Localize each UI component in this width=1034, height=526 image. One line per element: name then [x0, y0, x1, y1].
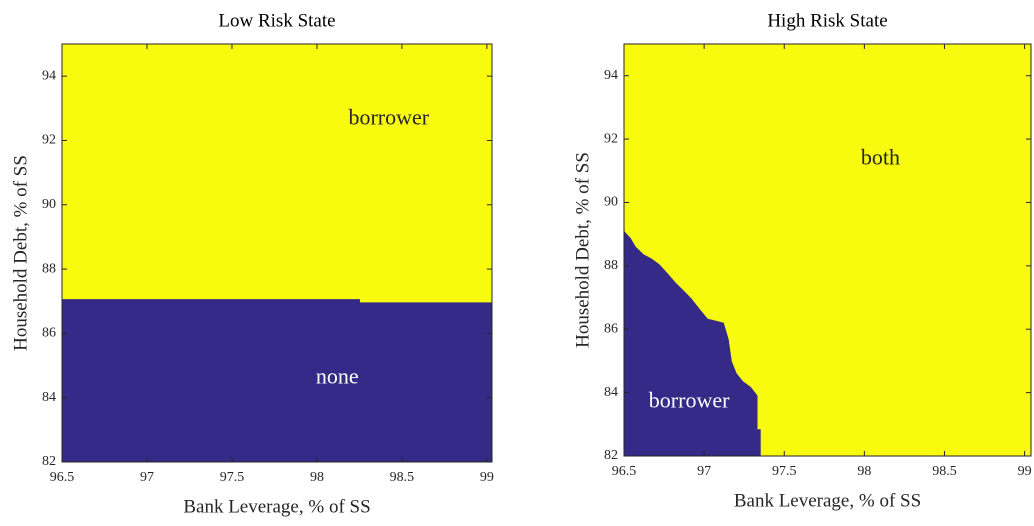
- y-tick-label: 84: [42, 390, 56, 405]
- chart-title: Low Risk State: [218, 10, 335, 31]
- region-label: borrower: [348, 104, 429, 129]
- x-tick-label: 98: [310, 470, 324, 485]
- x-axis-label: Bank Leverage, % of SS: [734, 490, 921, 511]
- x-tick-label: 96.5: [50, 470, 75, 485]
- axes-box: [623, 43, 1032, 457]
- y-tick-label: 90: [604, 195, 618, 210]
- x-tick-label: 96.5: [612, 464, 637, 479]
- y-tick-label: 86: [604, 321, 618, 336]
- region-below: [624, 231, 761, 456]
- x-tick-label: 97: [140, 470, 154, 485]
- y-tick-label: 82: [604, 448, 618, 463]
- x-tick-label: 97.5: [772, 464, 797, 479]
- y-tick-label: 86: [42, 326, 56, 341]
- y-tick-label: 84: [604, 385, 618, 400]
- chart-title: High Risk State: [767, 10, 887, 31]
- panel: 96.5 97 97.5 98 98.5 99 82 84 86 88 90 92 94 Low Risk…: [10, 10, 494, 517]
- y-tick-label: 88: [604, 258, 618, 273]
- y-axis-label: Household Debt, % of SS: [10, 155, 31, 351]
- y-tick-label: 94: [42, 68, 56, 83]
- x-tick-label: 97: [697, 464, 711, 479]
- boundary: [623, 231, 761, 456]
- axes-box: [61, 43, 493, 463]
- region-label: borrower: [649, 387, 730, 412]
- y-tick-label: 88: [42, 261, 56, 276]
- y-tick-label: 82: [42, 454, 56, 469]
- boundary: [62, 299, 492, 304]
- y-tick-label: 90: [42, 197, 56, 212]
- y-tick-label: 92: [42, 133, 56, 148]
- x-axis-label: Bank Leverage, % of SS: [183, 496, 370, 517]
- x-tick-label: 98: [857, 464, 871, 479]
- x-tick-label: 99: [1018, 464, 1032, 479]
- y-axis-label: Household Debt, % of SS: [572, 152, 593, 348]
- y-tick-label: 92: [604, 131, 618, 146]
- x-tick-label: 98.5: [390, 470, 415, 485]
- region-below: [62, 299, 492, 462]
- region-label: both: [861, 144, 900, 169]
- panel: 96.5 97 97.5 98 98.5 99 82 84 86 88 90 92 94 High Ris…: [572, 10, 1031, 511]
- x-tick-label: 99: [480, 470, 494, 485]
- x-tick-label: 98.5: [932, 464, 957, 479]
- x-tick-label: 97.5: [220, 470, 245, 485]
- region-label: none: [316, 363, 359, 388]
- y-tick-label: 94: [604, 68, 618, 83]
